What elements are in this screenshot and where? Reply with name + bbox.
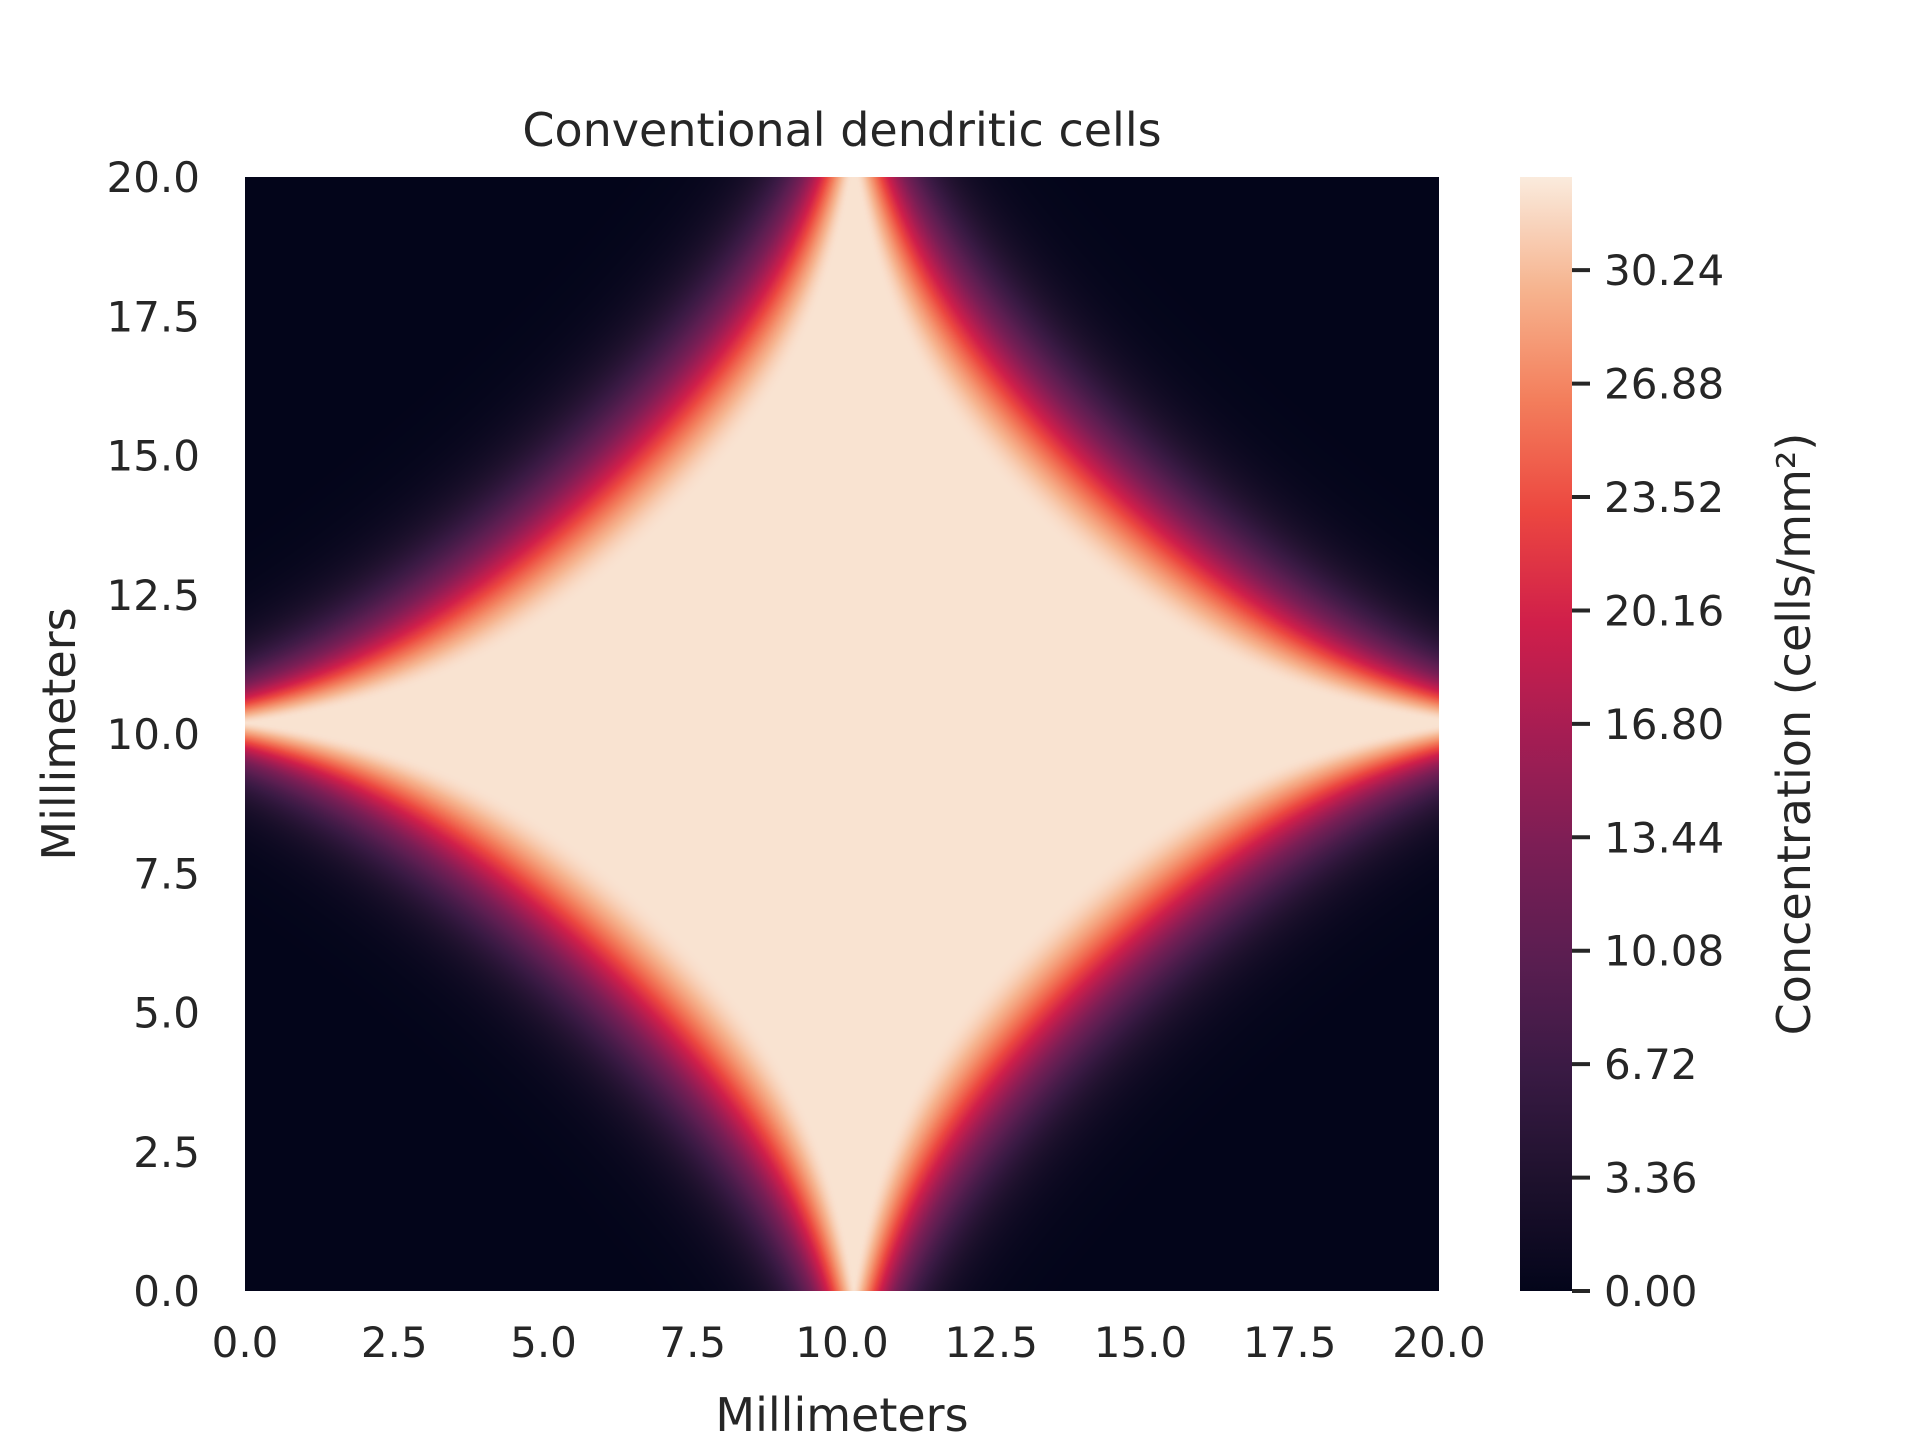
colorbar-tick-label: 10.08 [1604,927,1724,976]
x-tick-label: 17.5 [1243,1318,1337,1367]
x-tick-label: 10.0 [795,1318,889,1367]
y-tick-label: 12.5 [106,571,200,620]
colorbar-tick-label: 0.00 [1604,1267,1698,1316]
y-tick-label: 17.5 [106,292,200,341]
colorbar-tick-label: 3.36 [1604,1154,1698,1203]
colorbar-tick-label: 26.88 [1604,360,1724,409]
x-tick-label: 5.0 [510,1318,577,1367]
colorbar-tick-label: 23.52 [1604,473,1724,522]
y-axis-ticks: 0.0 2.5 5.0 7.5 10.0 12.5 15.0 17.5 20.0 [106,153,200,1316]
colorbar [1520,177,1572,1291]
colorbar-tick-label: 20.16 [1604,586,1724,635]
y-tick-label: 20.0 [106,153,200,202]
colorbar-tick-label: 13.44 [1604,813,1724,862]
y-tick-label: 2.5 [133,1128,200,1177]
y-tick-label: 7.5 [133,849,200,898]
x-tick-label: 15.0 [1094,1318,1188,1367]
x-axis-ticks: 0.0 2.5 5.0 7.5 10.0 12.5 15.0 17.5 20.0 [212,1318,1486,1367]
colorbar-tick-label: 6.72 [1604,1040,1698,1089]
colorbar-tick-label: 16.80 [1604,700,1724,749]
x-tick-label: 2.5 [361,1318,428,1367]
y-tick-label: 15.0 [106,432,200,481]
x-tick-label: 12.5 [944,1318,1038,1367]
colorbar-label: Concentration (cells/mm²) [1767,433,1821,1036]
y-tick-label: 10.0 [106,710,200,759]
heatmap-plot-area [245,177,1439,1291]
y-tick-label: 0.0 [133,1267,200,1316]
x-tick-label: 20.0 [1392,1318,1486,1367]
colorbar-ticks: 0.00 3.36 6.72 10.08 13.44 16.80 20.16 23.52 26.… [1572,246,1724,1316]
x-tick-label: 7.5 [659,1318,726,1367]
x-axis-label: Millimeters [715,1388,968,1440]
chart-title: Conventional dendritic cells [522,103,1161,157]
y-tick-label: 5.0 [133,989,200,1038]
x-tick-label: 0.0 [212,1318,279,1367]
y-axis-label: Millimeters [32,607,86,860]
colorbar-tick-label: 30.24 [1604,246,1724,295]
